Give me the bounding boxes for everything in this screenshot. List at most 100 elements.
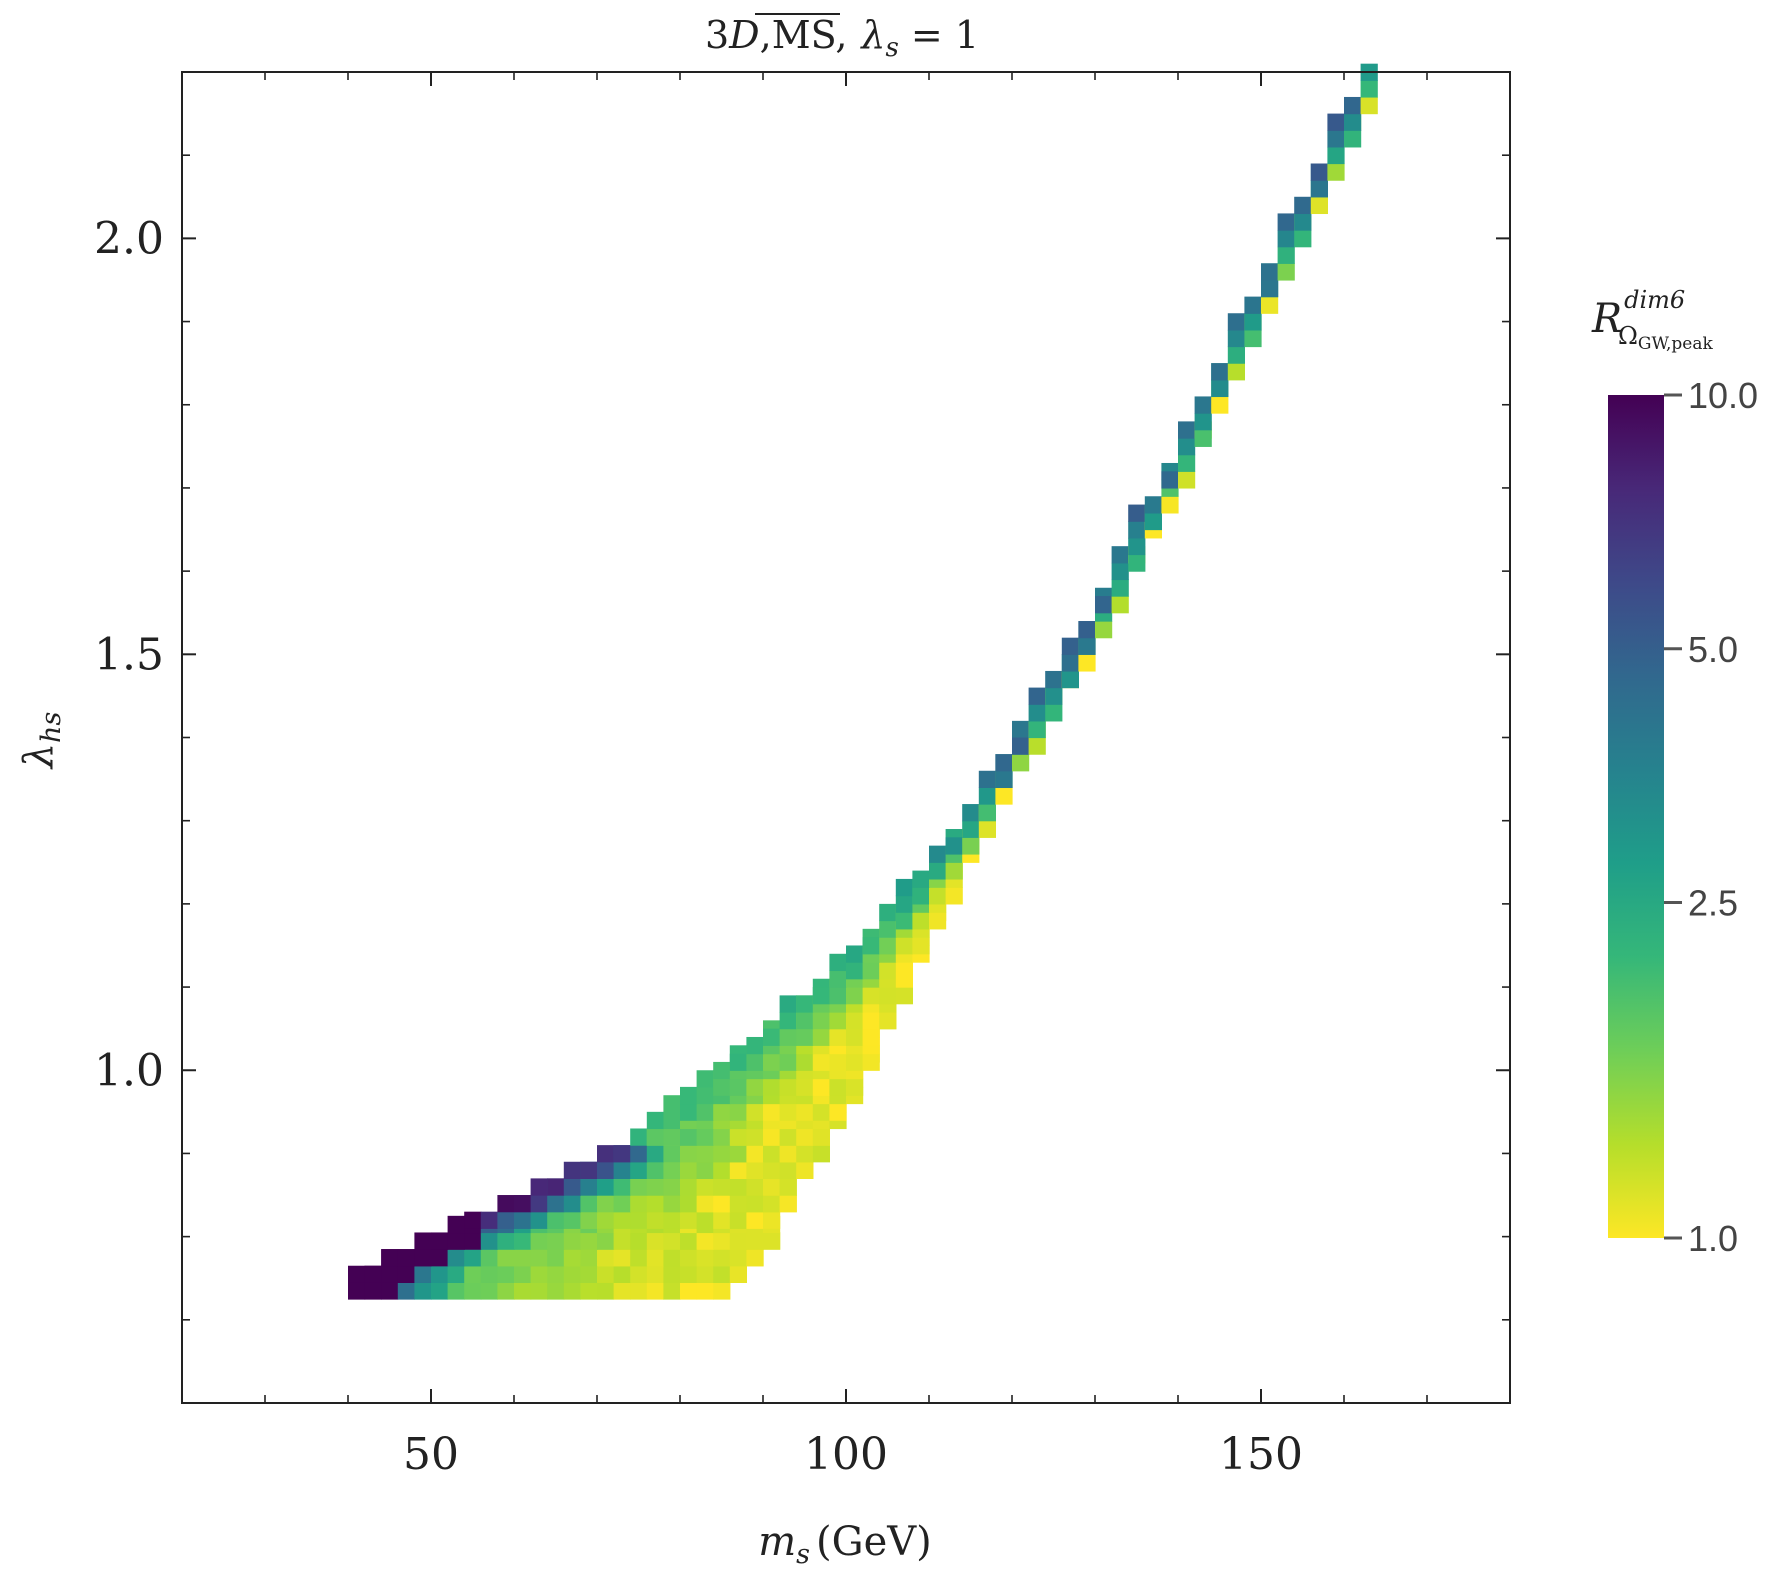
heatmap-cell bbox=[1111, 596, 1129, 614]
heatmap-cell bbox=[1327, 163, 1345, 181]
heatmap-cell bbox=[945, 887, 963, 905]
heatmap-cell bbox=[763, 1232, 781, 1250]
heatmap-cell bbox=[1144, 512, 1162, 531]
heatmap-cell bbox=[580, 1265, 598, 1283]
heatmap-cell bbox=[978, 820, 996, 838]
heatmap-cell bbox=[879, 987, 897, 1005]
heatmap-cell bbox=[862, 937, 880, 955]
heatmap-cell bbox=[646, 1128, 664, 1146]
heatmap-cell bbox=[497, 1232, 515, 1250]
heatmap-cell bbox=[630, 1128, 648, 1146]
heatmap-cell bbox=[414, 1249, 432, 1267]
heatmap-cell bbox=[1128, 521, 1146, 539]
heatmap-cell bbox=[895, 895, 913, 913]
heatmap-cells bbox=[348, 63, 1378, 1300]
heatmap-cell bbox=[1178, 471, 1196, 489]
heatmap-cell bbox=[713, 1282, 731, 1300]
heatmap-cell bbox=[713, 1232, 731, 1250]
heatmap-cell bbox=[812, 987, 830, 1005]
heatmap-cell bbox=[1028, 737, 1046, 755]
heatmap-cell bbox=[763, 1078, 781, 1096]
heatmap-cell bbox=[563, 1282, 581, 1300]
heatmap-cell bbox=[746, 1036, 764, 1055]
heatmap-cell bbox=[729, 1232, 747, 1250]
heatmap-cell bbox=[746, 1128, 764, 1146]
heatmap-cell bbox=[796, 995, 814, 1013]
heatmap-cell bbox=[597, 1178, 615, 1196]
heatmap-cell bbox=[680, 1232, 698, 1250]
heatmap-cell bbox=[530, 1282, 548, 1300]
heatmap-cell bbox=[480, 1249, 498, 1267]
heatmap-cell bbox=[912, 887, 930, 905]
heatmap-cell bbox=[713, 1078, 731, 1096]
heatmap-cell bbox=[630, 1211, 648, 1229]
heatmap-cell bbox=[713, 1061, 731, 1080]
heatmap-cell bbox=[397, 1249, 415, 1267]
heatmap-cell bbox=[497, 1249, 515, 1267]
heatmap-cell bbox=[779, 1128, 797, 1146]
heatmap-cell bbox=[862, 1028, 880, 1046]
heatmap-cell bbox=[1161, 496, 1179, 514]
heatmap-cell bbox=[663, 1265, 681, 1283]
heatmap-cell bbox=[895, 912, 913, 930]
plot-frame bbox=[181, 71, 1511, 1404]
heatmap-cell bbox=[563, 1178, 581, 1196]
heatmap-cell bbox=[713, 1161, 731, 1179]
heatmap-cell bbox=[1061, 637, 1079, 655]
heatmap-cell bbox=[1244, 313, 1262, 331]
heatmap-cell bbox=[480, 1282, 498, 1300]
heatmap-cell bbox=[779, 1195, 797, 1213]
heatmap-cell bbox=[514, 1249, 532, 1267]
x-tick-label: 100 bbox=[804, 1429, 888, 1480]
colorbar-tick-label: 5.0 bbox=[1688, 629, 1738, 670]
heatmap-cell bbox=[763, 1178, 781, 1196]
heatmap-cell bbox=[1045, 687, 1063, 705]
heatmap-cell bbox=[646, 1195, 664, 1213]
heatmap-cell bbox=[597, 1211, 615, 1229]
heatmap-cell bbox=[696, 1211, 714, 1229]
heatmap-cell bbox=[779, 995, 797, 1013]
chart-title: 3D,MS, λs = 1 bbox=[705, 13, 979, 63]
heatmap-cell bbox=[364, 1265, 382, 1283]
heatmap-cell bbox=[680, 1103, 698, 1121]
heatmap-cell bbox=[779, 1028, 797, 1046]
heatmap-cell bbox=[746, 1161, 764, 1179]
heatmap-cell bbox=[713, 1103, 731, 1121]
heatmap-cell bbox=[812, 1103, 830, 1121]
heatmap-cell bbox=[431, 1232, 449, 1250]
x-axis: 50 100 150 bbox=[264, 72, 1428, 1480]
heatmap-cell bbox=[464, 1232, 482, 1250]
heatmap-cell bbox=[646, 1249, 664, 1267]
heatmap-cell bbox=[945, 862, 963, 880]
heatmap-cell bbox=[1360, 96, 1378, 115]
heatmap-cell bbox=[829, 1012, 847, 1030]
x-tick-label: 150 bbox=[1219, 1429, 1303, 1480]
heatmap-cell bbox=[895, 878, 913, 897]
heatmap-cell bbox=[729, 1211, 747, 1229]
heatmap-cell bbox=[746, 1249, 764, 1267]
heatmap-cell bbox=[696, 1178, 714, 1196]
heatmap-cell bbox=[929, 845, 947, 863]
heatmap-cell bbox=[646, 1211, 664, 1229]
heatmap-cell bbox=[763, 1195, 781, 1213]
heatmap-cell bbox=[580, 1249, 598, 1267]
heatmap-cell bbox=[1178, 438, 1196, 456]
heatmap-cell bbox=[729, 1178, 747, 1196]
heatmap-cell bbox=[530, 1211, 548, 1229]
heatmap-cell bbox=[547, 1195, 565, 1213]
heatmap-cell bbox=[713, 1195, 731, 1213]
heatmap-cell bbox=[680, 1128, 698, 1146]
heatmap-cell bbox=[1227, 329, 1245, 348]
heatmap-cell bbox=[1360, 80, 1378, 98]
heatmap-cell bbox=[779, 1053, 797, 1071]
heatmap-cell bbox=[779, 1078, 797, 1096]
heatmap-cell bbox=[1111, 546, 1129, 564]
heatmap-cell bbox=[397, 1282, 415, 1300]
heatmap-cell bbox=[431, 1249, 449, 1267]
heatmap-cell bbox=[630, 1161, 648, 1179]
heatmap-cell bbox=[1012, 754, 1030, 772]
heatmap-cell bbox=[1244, 296, 1262, 314]
heatmap-cell bbox=[497, 1265, 515, 1283]
heatmap-cell bbox=[1194, 413, 1212, 431]
heatmap-cell bbox=[613, 1282, 631, 1300]
